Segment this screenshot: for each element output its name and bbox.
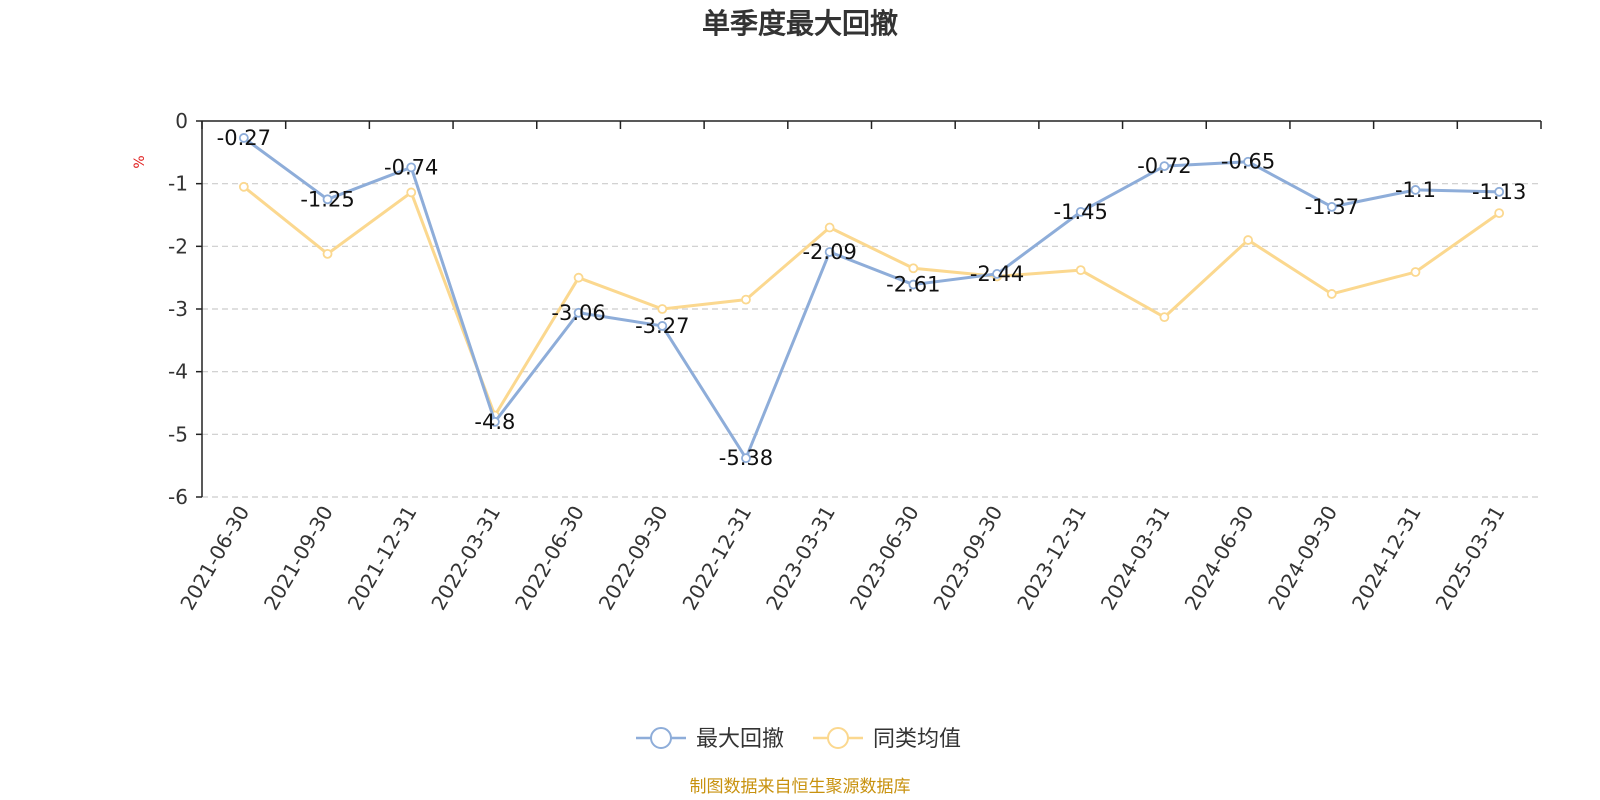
data-point[interactable] [1075, 265, 1086, 276]
data-label: -1.45 [1054, 200, 1108, 224]
x-tick-label: 2022-09-30 [594, 502, 673, 615]
data-label: -1.37 [1305, 195, 1359, 219]
data-point[interactable] [741, 453, 751, 464]
data-label: -3.06 [551, 301, 605, 325]
data-point[interactable] [741, 294, 751, 305]
data-point[interactable] [573, 272, 584, 283]
data-point[interactable] [992, 269, 1002, 279]
data-label: -3.27 [635, 314, 689, 338]
series-max-drawdown [238, 133, 1505, 464]
grid-lines [202, 183, 1541, 498]
data-source-note: 制图数据来自恒生聚源数据库 [690, 777, 911, 797]
x-tick-label: 2022-06-30 [510, 502, 589, 615]
y-tick-label: -1 [168, 172, 188, 196]
data-label: -1.13 [1472, 180, 1526, 204]
data-point[interactable] [1243, 156, 1253, 167]
y-axis-unit-label: % [132, 155, 148, 168]
data-point[interactable] [238, 181, 249, 192]
x-tick-label: 2025-03-31 [1431, 502, 1510, 615]
y-tick-label: -3 [168, 297, 188, 321]
legend-item-max-drawdown[interactable]: 最大回撤 [636, 727, 784, 752]
data-point[interactable] [1494, 208, 1505, 219]
data-point[interactable] [824, 247, 835, 257]
data-point[interactable] [490, 416, 500, 427]
data-point[interactable] [322, 194, 333, 205]
x-tick-label: 2023-06-30 [845, 502, 924, 615]
data-label: -0.27 [217, 126, 271, 150]
legend: 最大回撤 同类均值 [636, 727, 961, 752]
legend-marker-icon [650, 727, 672, 749]
data-label: -0.74 [384, 155, 438, 179]
data-point[interactable] [1326, 201, 1337, 212]
y-tick-label: -2 [168, 234, 188, 258]
data-label: -0.65 [1221, 150, 1275, 174]
x-tick-label: 2021-06-30 [175, 502, 254, 615]
x-tick-label: 2024-09-30 [1263, 502, 1342, 615]
series-line [242, 185, 1501, 418]
data-label: -2.09 [802, 240, 856, 264]
x-tick-label: 2023-03-31 [761, 502, 840, 615]
data-point[interactable] [1410, 267, 1421, 277]
data-label: -1.1 [1395, 178, 1436, 202]
data-point[interactable] [908, 279, 919, 290]
data-label: -2.44 [970, 262, 1024, 286]
data-point[interactable] [824, 222, 835, 233]
x-tick-label: 2023-12-31 [1012, 502, 1091, 615]
data-point[interactable] [406, 187, 417, 198]
legend-item-peer-average[interactable]: 同类均值 [813, 727, 961, 752]
x-tick-label: 2022-03-31 [426, 502, 505, 615]
x-tick-label: 2024-12-31 [1347, 502, 1426, 615]
data-point[interactable] [657, 321, 668, 331]
data-point[interactable] [908, 263, 919, 274]
data-label: -2.61 [886, 273, 940, 297]
data-label: -4.8 [474, 410, 515, 434]
x-tick-label: 2021-09-30 [259, 502, 338, 615]
data-point[interactable] [1410, 185, 1421, 195]
data-point[interactable] [1075, 206, 1086, 217]
y-tick-label: 0 [175, 109, 188, 133]
data-point[interactable] [238, 133, 249, 143]
data-point[interactable] [1159, 312, 1170, 323]
data-point[interactable] [1326, 289, 1337, 299]
x-tick-label: 2024-06-30 [1180, 502, 1259, 615]
series-line [242, 136, 1500, 460]
series-layer [238, 133, 1505, 464]
chart-title: 单季度最大回撤 [702, 7, 898, 40]
y-tick-label: -4 [168, 360, 188, 384]
x-tick-label: 2023-09-30 [928, 502, 1007, 615]
data-label: -1.25 [300, 187, 354, 211]
x-tick-label: 2021-12-31 [343, 502, 422, 615]
legend-label: 同类均值 [873, 727, 961, 752]
data-point[interactable] [1494, 186, 1505, 197]
legend-marker-icon [827, 727, 849, 749]
x-tick-label: 2024-03-31 [1096, 502, 1175, 615]
data-point[interactable] [406, 162, 417, 173]
y-tick-label: -5 [168, 422, 188, 446]
data-labels: -0.27 -1.25 -0.74 -4.8 -3.06 -3.27 -5.38 -2.09 -… [217, 126, 1527, 470]
data-label: -0.72 [1137, 154, 1191, 178]
x-tick-label: 2022-12-31 [677, 502, 756, 615]
data-point[interactable] [322, 248, 333, 259]
data-point[interactable] [1243, 235, 1253, 245]
data-point[interactable] [1159, 161, 1170, 172]
data-label: -5.38 [719, 446, 773, 470]
y-tick-label: -6 [168, 485, 188, 509]
data-point[interactable] [573, 307, 584, 318]
data-point[interactable] [657, 304, 668, 314]
legend-label: 最大回撤 [696, 727, 784, 752]
